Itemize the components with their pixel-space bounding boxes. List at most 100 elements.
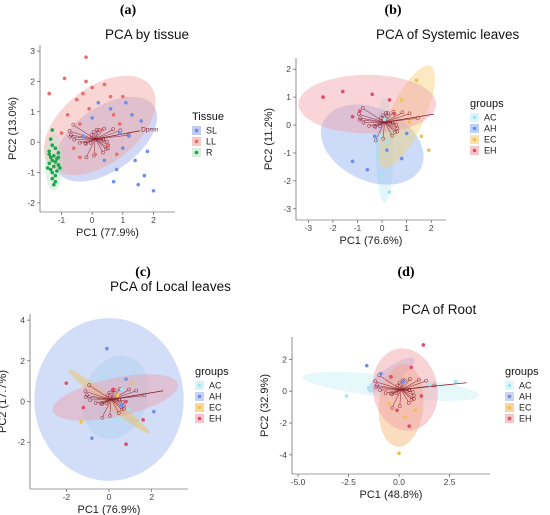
data-point	[115, 418, 120, 422]
data-point	[370, 92, 375, 97]
data-point	[130, 113, 134, 117]
loading-arrow	[377, 385, 402, 390]
loading-marker	[93, 401, 98, 405]
data-point	[365, 167, 370, 172]
loading-arrow-long	[111, 390, 164, 400]
plot-area	[34, 318, 184, 481]
loading-arrow	[110, 389, 120, 400]
legend-title: groups	[470, 98, 504, 110]
data-point	[399, 98, 404, 102]
loading-arrow	[384, 112, 394, 123]
legend-marker	[507, 416, 512, 421]
data-point	[96, 100, 101, 105]
y-tick-label: -2	[283, 176, 291, 186]
loading-arrow	[361, 117, 385, 123]
confidence-ellipse-sl	[54, 96, 158, 182]
data-point	[56, 163, 61, 167]
plot-area	[43, 55, 158, 193]
series-ac	[344, 379, 458, 398]
loading-marker	[372, 124, 377, 129]
data-point	[50, 176, 55, 181]
data-point	[409, 365, 414, 370]
legend-marker	[197, 405, 202, 410]
x-tick-label: 2	[151, 215, 156, 225]
data-point	[117, 122, 122, 126]
data-point	[395, 408, 399, 413]
loading-arrow	[384, 122, 393, 135]
legend-marker	[197, 394, 202, 399]
data-point	[111, 113, 116, 117]
data-point	[64, 381, 69, 385]
loading-marker	[389, 391, 393, 396]
y-tick-label: 2	[30, 76, 35, 86]
series-eh	[64, 381, 145, 447]
loading-arrow	[376, 381, 402, 390]
loading-arrow	[85, 138, 96, 144]
plot-area	[298, 65, 437, 204]
loading-arrow	[74, 125, 96, 140]
loading-arrow	[374, 121, 385, 127]
legend-marker	[507, 394, 512, 399]
data-point	[120, 403, 124, 408]
y-tick-label: -1	[283, 148, 291, 158]
x-tick-label: 1	[120, 215, 125, 225]
x-axis-label: PC1 (76.6%)	[340, 235, 403, 247]
legend-label-eh: EH	[209, 414, 222, 424]
loading-marker	[104, 401, 109, 406]
loading-vectors	[356, 105, 435, 143]
data-point	[130, 381, 135, 385]
data-point	[397, 451, 401, 456]
data-point	[419, 394, 424, 398]
loading-arrow	[399, 389, 402, 405]
loading-marker	[88, 140, 93, 145]
series-ll	[47, 55, 125, 160]
x-tick-label: 2.5	[444, 477, 456, 487]
data-point	[120, 387, 124, 392]
loading-vectors	[373, 373, 467, 410]
loading-marker	[102, 126, 106, 131]
data-point	[414, 78, 419, 83]
data-point	[53, 173, 58, 178]
loading-arrow	[384, 122, 395, 132]
legend-marker	[194, 150, 199, 155]
loading-marker	[100, 402, 104, 406]
y-tick-label: 1	[286, 92, 291, 102]
x-tick-label: 2	[149, 492, 154, 502]
confidence-ellipse-ec	[68, 369, 150, 434]
loading-vectors	[67, 122, 140, 160]
y-tick-label: -1	[27, 168, 35, 178]
data-point	[136, 182, 140, 187]
loading-arrow	[80, 138, 96, 143]
x-axis-label: PC1 (48.8%)	[360, 489, 423, 501]
loading-arrow	[375, 122, 385, 140]
data-point	[389, 375, 393, 379]
y-tick-label: 2	[20, 356, 25, 366]
loading-marker	[381, 136, 386, 141]
y-axis-label: PC2 (13.0%)	[7, 97, 19, 160]
loading-marker	[111, 127, 116, 132]
data-point	[379, 371, 383, 376]
data-point	[79, 420, 84, 424]
series-eh	[389, 343, 426, 429]
series-ec	[387, 402, 418, 456]
panel-c: (c)PCA of Local leaves -2 0 2 -2 0 2 4 PC1 (76.9…	[0, 265, 231, 515]
data-point	[53, 146, 58, 151]
data-point	[407, 424, 411, 429]
data-point	[453, 379, 458, 384]
data-point	[56, 155, 61, 160]
x-tick-label: -5.0	[291, 477, 306, 487]
loading-arrow	[384, 121, 398, 132]
y-axis-label: PC2 (32.9%)	[259, 374, 271, 437]
legend-label-eh: EH	[519, 414, 532, 424]
legend-label-ec: EC	[519, 403, 532, 413]
panel-title: PCA by tissue	[105, 27, 189, 42]
loading-marker	[386, 111, 390, 116]
legend-label-ll: LL	[206, 137, 216, 147]
loading-marker	[72, 137, 77, 142]
x-tick-label: -1	[58, 215, 66, 225]
data-point	[403, 414, 407, 419]
y-tick-label: 0	[286, 120, 291, 130]
loading-arrow	[94, 138, 103, 152]
loading-arrow	[384, 112, 402, 123]
data-point	[401, 379, 405, 384]
